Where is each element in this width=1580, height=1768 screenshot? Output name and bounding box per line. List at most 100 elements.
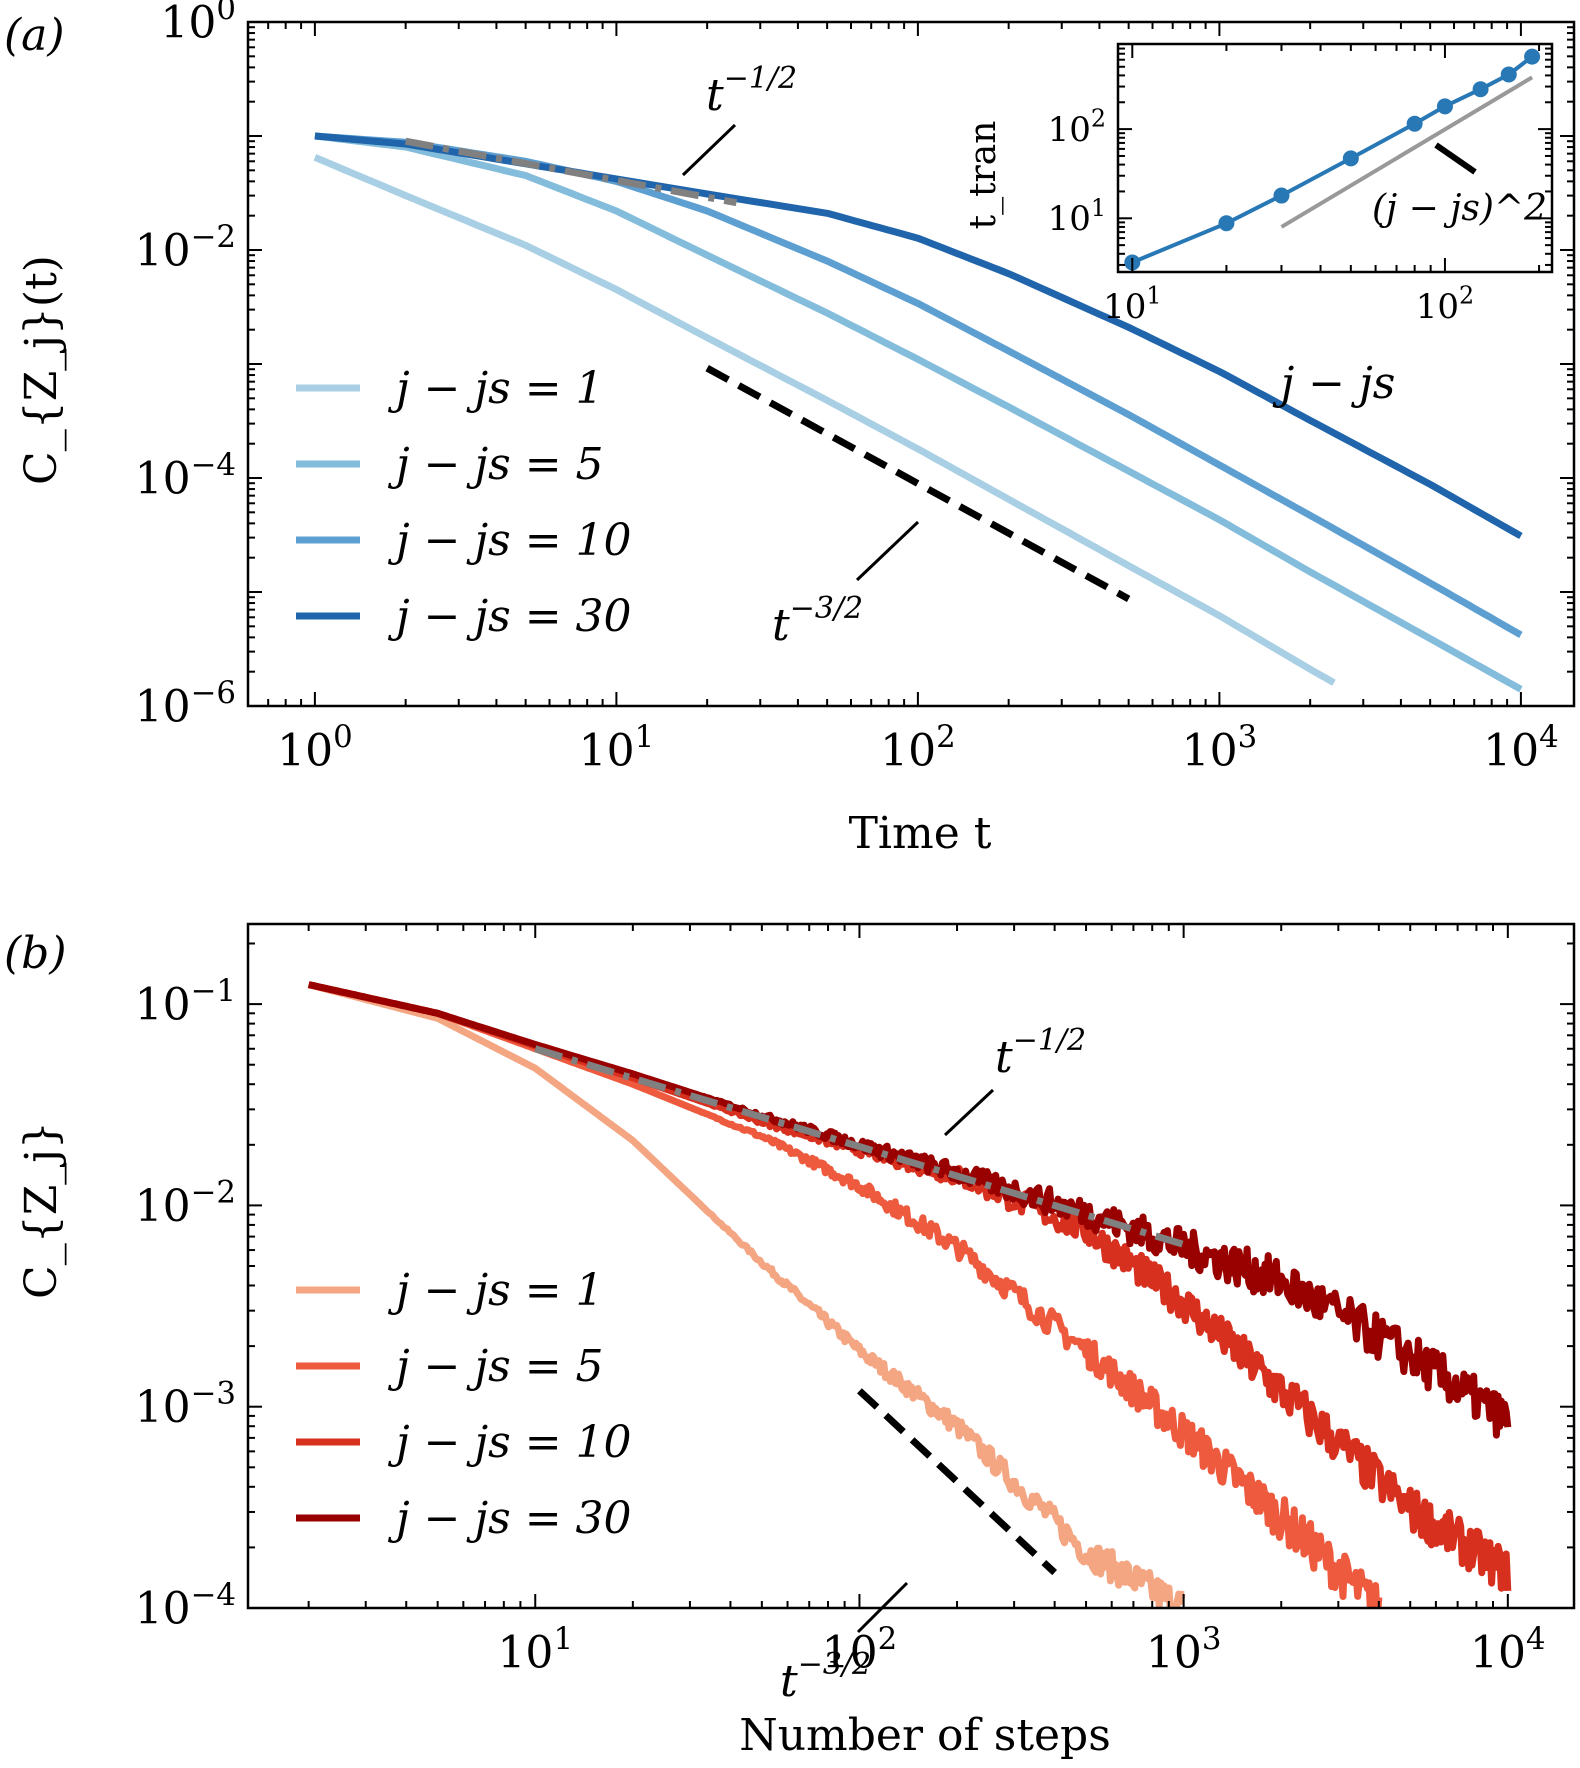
inset-y-label: t_tran bbox=[963, 121, 1004, 230]
tick-exponent: 2 bbox=[1091, 105, 1106, 133]
inset-point bbox=[1500, 66, 1517, 83]
panel-a-x-label-text: Time t bbox=[849, 808, 992, 859]
tick-base: 10 bbox=[1103, 287, 1146, 327]
tick-exponent: −3 bbox=[191, 1376, 236, 1412]
series-line bbox=[307, 981, 1512, 1439]
tick-base: 10 bbox=[1146, 1627, 1202, 1678]
x-tick-label: 104 bbox=[1470, 1621, 1546, 1678]
reference-line bbox=[405, 137, 738, 207]
y-tick-label: 10−2 bbox=[135, 1174, 236, 1231]
legend-label: j − js = 10 bbox=[387, 1417, 632, 1468]
tick-base: 10 bbox=[497, 1627, 553, 1678]
legend-label: j − js = 1 bbox=[387, 1265, 604, 1316]
tick-exponent: −2 bbox=[191, 219, 236, 255]
tick-exponent: −4 bbox=[191, 447, 236, 483]
panel-a-annotation-pointer-three-half bbox=[855, 520, 920, 582]
panel-a-annotation-pointer-half bbox=[681, 123, 737, 177]
reference-line bbox=[705, 365, 1131, 602]
panel-b-annotation-pointer-half bbox=[943, 1088, 995, 1137]
panel-b-y-axis: 10−110−210−310−4 bbox=[135, 942, 1574, 1634]
x-tick-label: 103 bbox=[1182, 719, 1258, 776]
y-tick-label: 10−4 bbox=[135, 1577, 236, 1634]
tick-exponent: 1 bbox=[1146, 282, 1161, 310]
tick-base: 10 bbox=[1470, 1627, 1526, 1678]
x-tick-label: 101 bbox=[497, 1621, 573, 1678]
inset-reference-line bbox=[1280, 75, 1534, 229]
tick-base: 10 bbox=[822, 1627, 878, 1678]
tick-base: 10 bbox=[135, 1181, 191, 1232]
x-tick-label: 100 bbox=[277, 719, 353, 776]
panel-b-annotation-slope-three-half: t−3/2 bbox=[780, 1581, 909, 1707]
x-tick-label: 101 bbox=[579, 719, 655, 776]
tick-exponent: 4 bbox=[1526, 1621, 1546, 1657]
reference-line bbox=[857, 1388, 1058, 1576]
x-tick-label: 101 bbox=[1103, 282, 1161, 327]
legend-label: j − js = 30 bbox=[387, 1493, 632, 1544]
tick-base: 10 bbox=[160, 0, 216, 48]
tick-exponent: 0 bbox=[333, 719, 353, 755]
inset-frame bbox=[1116, 42, 1554, 274]
annotation-exponent: −1/2 bbox=[724, 61, 797, 96]
annotation-base: t bbox=[995, 1032, 1013, 1083]
x-tick-label: 104 bbox=[1483, 719, 1559, 776]
inset-annotation: (j − js)^2 bbox=[1372, 188, 1547, 229]
panel-b-annotation-three-half-text: t−3/2 bbox=[780, 1647, 871, 1707]
inset-background bbox=[1118, 44, 1552, 272]
legend-label: j − js = 1 bbox=[387, 363, 604, 414]
annotation-base: t bbox=[706, 70, 724, 121]
tick-base: 10 bbox=[135, 681, 191, 732]
inset-annotation-pointer bbox=[1434, 142, 1477, 175]
legend-label: j − js = 10 bbox=[387, 515, 632, 566]
panel-a-label: (a) bbox=[4, 10, 65, 61]
panel-a-y-label: C_{Z_j}(t) bbox=[16, 255, 67, 485]
reference-line bbox=[534, 1045, 1185, 1248]
tick-base: 10 bbox=[135, 980, 191, 1031]
panel-b-x-axis: 101 102 103 104 bbox=[307, 924, 1546, 1678]
series-line bbox=[314, 132, 1523, 693]
panel-a-plot-area bbox=[313, 132, 1523, 693]
legend-label: j − js = 30 bbox=[387, 591, 632, 642]
y-tick-label: 10−3 bbox=[135, 1376, 236, 1433]
tick-exponent: 1 bbox=[635, 719, 655, 755]
annotation-base: t bbox=[780, 1656, 798, 1707]
panel-b-legend: j − js = 1 j − js = 5 j − js = 10 j − js = … bbox=[296, 1265, 632, 1544]
panel-b-y-label: C_{Z_j} bbox=[16, 1121, 67, 1299]
inset-point bbox=[1524, 48, 1541, 65]
panel-b-label: (b) bbox=[4, 928, 67, 979]
annotation-base: t bbox=[772, 600, 790, 651]
tick-base: 10 bbox=[1182, 725, 1238, 776]
tick-base: 10 bbox=[1048, 110, 1091, 150]
y-tick-label: 10−4 bbox=[135, 447, 236, 504]
panel-a-annotation-half-text: t−1/2 bbox=[706, 61, 797, 121]
tick-base: 10 bbox=[135, 1583, 191, 1634]
tick-base: 10 bbox=[135, 1382, 191, 1433]
panel-a-annotation-three-half-text: t−3/2 bbox=[772, 591, 863, 651]
panel-b: (b) 101 102 103 104 10−110−210−310−4 Number… bbox=[4, 922, 1576, 1761]
y-tick-label: 100 bbox=[160, 0, 236, 48]
x-tick-label: 103 bbox=[1146, 1621, 1222, 1678]
y-tick-label: 102 bbox=[1048, 105, 1106, 150]
inset-point bbox=[1342, 150, 1359, 167]
tick-exponent: −4 bbox=[191, 1577, 236, 1613]
annotation-exponent: −3/2 bbox=[790, 591, 863, 626]
tick-base: 10 bbox=[1483, 725, 1539, 776]
panel-a-x-label: Time t bbox=[849, 808, 992, 859]
annotation-exponent: −3/2 bbox=[798, 1647, 871, 1682]
panel-b-x-label: Number of steps bbox=[739, 1710, 1111, 1761]
tick-base: 10 bbox=[880, 725, 936, 776]
panel-b-annotation-half-text: t−1/2 bbox=[995, 1023, 1086, 1083]
legend-label: j − js = 5 bbox=[387, 1341, 604, 1392]
series-line bbox=[313, 154, 1336, 686]
inset-point bbox=[1436, 98, 1453, 115]
inset-y-axis: 10 1 102 bbox=[1048, 43, 1552, 266]
inset-point bbox=[1218, 215, 1235, 232]
inset-point bbox=[1472, 81, 1489, 98]
tick-exponent: 2 bbox=[878, 1621, 898, 1657]
tick-exponent: 1 bbox=[1091, 194, 1106, 222]
inset-x-axis: 101 102 bbox=[1103, 44, 1541, 327]
inset-x-label: j − js bbox=[1272, 358, 1396, 409]
tick-base: 10 bbox=[135, 453, 191, 504]
panel-b-plot-area bbox=[307, 981, 1512, 1608]
